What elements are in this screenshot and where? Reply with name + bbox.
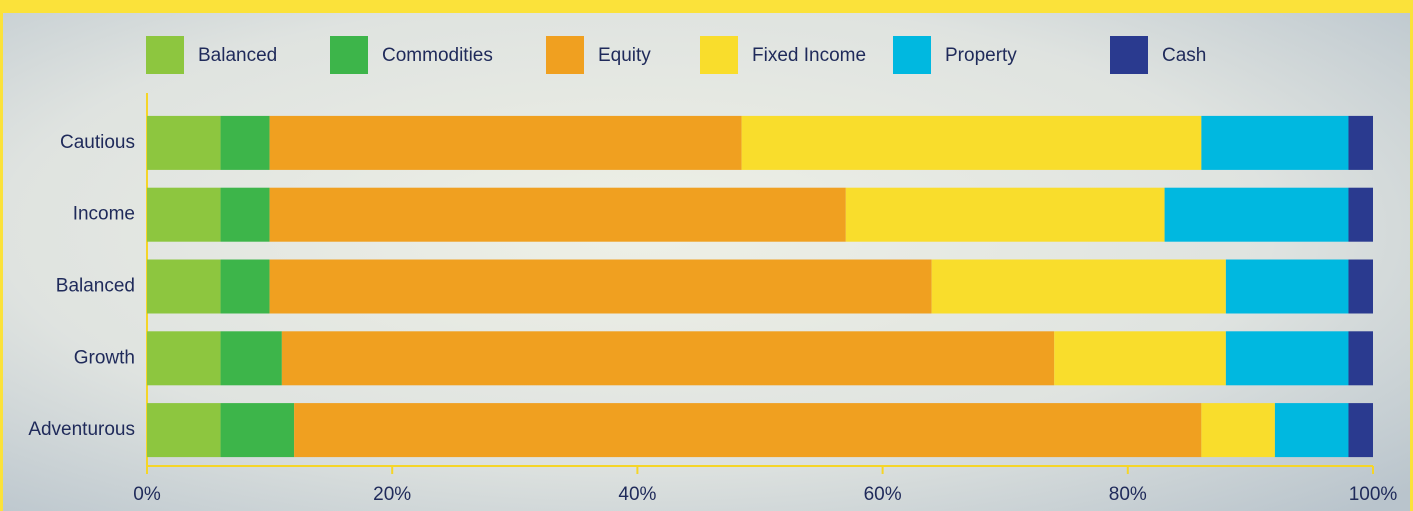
bar-segment bbox=[269, 187, 846, 242]
legend-label: Cash bbox=[1162, 45, 1206, 66]
legend-swatch bbox=[330, 36, 368, 74]
bar-segment bbox=[220, 403, 295, 458]
bar-segment bbox=[294, 403, 1202, 458]
y-tick-label: Income bbox=[73, 204, 135, 225]
y-tick-label: Balanced bbox=[56, 276, 135, 297]
y-tick-label: Growth bbox=[74, 347, 135, 368]
legend-label: Commodities bbox=[382, 45, 493, 66]
y-tick-label: Adventurous bbox=[28, 419, 135, 440]
bar-segment bbox=[931, 259, 1226, 314]
bar-segment bbox=[1201, 403, 1275, 458]
left-border bbox=[0, 0, 3, 511]
y-tick-label: Cautious bbox=[60, 132, 135, 153]
bar-segment bbox=[1225, 259, 1349, 314]
x-tick-label: 20% bbox=[373, 484, 411, 505]
bar-segment bbox=[220, 259, 270, 314]
bar-segment bbox=[269, 115, 742, 170]
bar-segment bbox=[1348, 187, 1373, 242]
bar-segment bbox=[1201, 115, 1349, 170]
bar-segment bbox=[1348, 403, 1373, 458]
legend-swatch bbox=[700, 36, 738, 74]
x-tick-label: 100% bbox=[1349, 484, 1398, 505]
bar-segment bbox=[147, 331, 221, 386]
legend-label: Balanced bbox=[198, 45, 277, 66]
x-tick-label: 0% bbox=[133, 484, 161, 505]
bar-segment bbox=[1274, 403, 1349, 458]
legend-label: Equity bbox=[598, 45, 651, 66]
bar-segment bbox=[147, 403, 221, 458]
bar-segment bbox=[741, 115, 1202, 170]
bar-segment bbox=[147, 187, 221, 242]
top-border bbox=[0, 0, 1413, 13]
bar-segment bbox=[147, 115, 221, 170]
bar-segment bbox=[220, 187, 270, 242]
legend-swatch bbox=[1110, 36, 1148, 74]
bar-segment bbox=[220, 115, 270, 170]
bar-segment bbox=[269, 259, 932, 314]
bar-segment bbox=[1348, 115, 1373, 170]
x-tick-label: 60% bbox=[864, 484, 902, 505]
bar-segment bbox=[845, 187, 1165, 242]
legend-swatch bbox=[546, 36, 584, 74]
x-tick-label: 80% bbox=[1109, 484, 1147, 505]
legend-swatch bbox=[893, 36, 931, 74]
bar-segment bbox=[1164, 187, 1349, 242]
bar-segment bbox=[1054, 331, 1226, 386]
bar-segment bbox=[1348, 259, 1373, 314]
bar-segment bbox=[220, 331, 282, 386]
legend-swatch bbox=[146, 36, 184, 74]
bar-segment bbox=[281, 331, 1055, 386]
bar-segment bbox=[1225, 331, 1349, 386]
bar-segment bbox=[147, 259, 221, 314]
x-tick-label: 40% bbox=[618, 484, 656, 505]
right-border bbox=[1410, 0, 1413, 511]
legend-label: Fixed Income bbox=[752, 45, 866, 66]
bar-segment bbox=[1348, 331, 1373, 386]
legend-label: Property bbox=[945, 45, 1017, 66]
